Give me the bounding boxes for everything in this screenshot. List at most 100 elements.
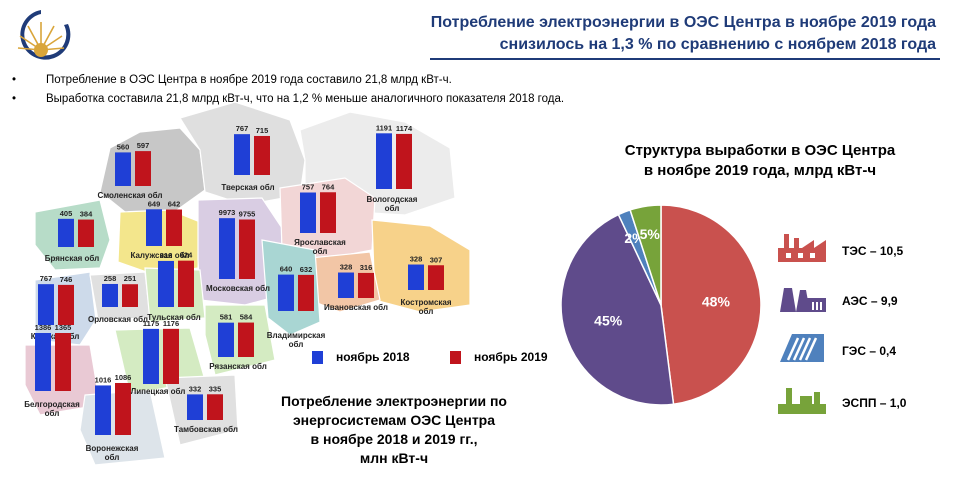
region-4-label: Калужская обл — [130, 251, 189, 260]
region-3-label: Брянская обл — [45, 254, 100, 263]
pie-slice-3 — [629, 204, 662, 306]
region-14-bar-2018 — [143, 328, 159, 384]
region-1-value-2018: 767 — [236, 124, 249, 133]
region-0-value-2019: 597 — [137, 141, 150, 150]
legend-label-2019: ноябрь 2019 — [474, 350, 548, 364]
gen-legend-label-aes: АЭС – 9,9 — [842, 294, 898, 308]
region-6-bar-2018 — [300, 192, 316, 233]
region-10-bar-2018 — [38, 284, 54, 325]
pie-title: Структура выработки в ОЭС Центра в ноябр… — [590, 141, 930, 181]
region-1-bar-2018 — [234, 134, 250, 175]
region-13-bar-2018 — [218, 322, 234, 357]
region-6-label: Ярославская обл — [294, 238, 346, 256]
map-caption-line-2: энергосистемам ОЭС Центра — [292, 412, 496, 428]
pie-label-1: 45% — [594, 312, 623, 328]
region-15-bar-2018 — [35, 333, 51, 391]
region-2-value-2018: 1191 — [376, 123, 392, 132]
nuclear-plant-icon — [780, 288, 826, 312]
header-divider — [430, 58, 940, 60]
region-17-label: Тамбовская обл — [174, 425, 238, 434]
region-4-bar-2019 — [166, 209, 182, 246]
region-9-value-2019: 632 — [300, 265, 313, 274]
region-4-value-2019: 642 — [168, 200, 181, 209]
region-0-value-2018: 560 — [117, 142, 130, 151]
region-13-label: Рязанская обл — [209, 362, 267, 371]
region-8-bar-2019 — [358, 272, 374, 298]
summary-bullets: Потребление в ОЭС Центра в ноябре 2019 г… — [10, 71, 564, 109]
map-caption: Потребление электроэнергии по энергосист… — [258, 392, 530, 468]
map-caption-line-3: в ноябре 2018 и 2019 гг., — [310, 431, 478, 447]
region-7-value-2019: 307 — [430, 255, 443, 264]
pie-label-3: 5% — [640, 226, 661, 242]
legend-item-2018: ноябрь 2018 — [312, 350, 410, 364]
region-17-value-2019: 335 — [209, 384, 222, 393]
legend-item-2019: ноябрь 2019 — [450, 350, 548, 364]
region-9-value-2018: 640 — [280, 265, 293, 274]
region-9-label: Владимирская обл — [267, 331, 326, 349]
region-10-value-2018: 767 — [40, 274, 53, 283]
bullet-generation: Выработка составила 21,8 млрд кВт-ч, что… — [10, 90, 564, 109]
generation-pie-chart: 48%45%2%5% — [560, 204, 762, 406]
region-0-label: Смоленская обл — [97, 191, 162, 200]
gen-legend-ges: ГЭС – 0,4 — [776, 328, 956, 368]
region-15-value-2018: 1386 — [35, 323, 52, 332]
region-8-label: Ивановская обл — [324, 303, 388, 312]
pie-label-0: 48% — [702, 294, 731, 310]
region-16-value-2019: 1086 — [115, 373, 132, 382]
region-0-bar-2019 — [135, 151, 151, 186]
gen-legend-label-ges: ГЭС – 0,4 — [842, 344, 897, 358]
region-14-label: Липецкая обл — [131, 387, 186, 396]
region-7-label: Костромская обл — [400, 298, 451, 316]
region-15-label: Белгородская обл — [24, 400, 80, 418]
region-6-value-2018: 757 — [302, 183, 315, 192]
region-5-value-2019: 9755 — [239, 209, 256, 218]
title-line-2: снизилось на 1,3 % по сравнению с ноябре… — [499, 36, 936, 53]
region-orel-shape — [89, 271, 151, 321]
region-15-bar-2019 — [55, 333, 71, 391]
pie-slice-1 — [560, 213, 675, 406]
region-bars: 560 597 Смоленская обл 767 715 Тверская обл 11… — [24, 123, 452, 462]
region-11-bar-2019 — [122, 284, 138, 307]
title-line-1: Потребление электроэнергии в ОЭС Центра … — [430, 14, 936, 31]
region-15-value-2019: 1365 — [55, 323, 72, 332]
legend-label-2018: ноябрь 2018 — [336, 350, 410, 364]
region-1-value-2019: 715 — [256, 126, 269, 135]
region-13-value-2018: 581 — [220, 313, 233, 322]
generation-legend: ТЭС – 10,5 АЭС – 9,9 ГЭС – 0,4 — [776, 228, 956, 418]
pie-title-line-2: в ноябре 2019 года, млрд кВт-ч — [643, 162, 877, 179]
bullet-consumption: Потребление в ОЭС Центра в ноябре 2019 г… — [10, 71, 564, 90]
region-7-bar-2019 — [428, 265, 444, 290]
region-11-value-2018: 258 — [104, 274, 117, 283]
region-2-label: Вологодская обл — [367, 195, 418, 213]
gen-legend-espp: ЭСПП – 1,0 — [776, 380, 956, 420]
region-2-bar-2019 — [396, 133, 412, 189]
thermal-plant-icon — [778, 234, 826, 262]
region-3-bar-2019 — [78, 219, 94, 247]
region-5-value-2018: 9973 — [219, 208, 236, 217]
region-14-bar-2019 — [163, 328, 179, 384]
region-16-bar-2019 — [115, 382, 131, 435]
region-3-bar-2018 — [58, 218, 74, 247]
region-12-value-2019: 924 — [180, 251, 193, 260]
gen-legend-label-espp: ЭСПП – 1,0 — [842, 396, 907, 410]
region-12-bar-2018 — [158, 260, 174, 307]
pie-slice-0 — [660, 204, 762, 406]
region-3-value-2018: 405 — [60, 209, 73, 218]
region-2-value-2019: 1174 — [396, 124, 413, 133]
pie-title-line-1: Структура выработки в ОЭС Центра — [624, 142, 896, 159]
region-11-bar-2018 — [102, 283, 118, 307]
region-8-value-2019: 316 — [360, 263, 373, 272]
region-11-value-2019: 251 — [124, 274, 137, 283]
region-5-label: Московская обл — [206, 284, 270, 293]
region-16-value-2018: 1016 — [95, 375, 112, 384]
region-13-bar-2019 — [238, 322, 254, 357]
region-1-label: Тверская обл — [221, 183, 274, 192]
region-6-value-2019: 764 — [322, 182, 335, 191]
region-12-label: Тульская обл — [147, 313, 200, 322]
region-1-bar-2019 — [254, 135, 270, 175]
region-16-label: Воронежская обл — [86, 444, 139, 462]
region-14-value-2018: 1175 — [143, 319, 159, 328]
region-12-bar-2019 — [178, 260, 194, 307]
region-13-value-2019: 584 — [240, 313, 253, 322]
